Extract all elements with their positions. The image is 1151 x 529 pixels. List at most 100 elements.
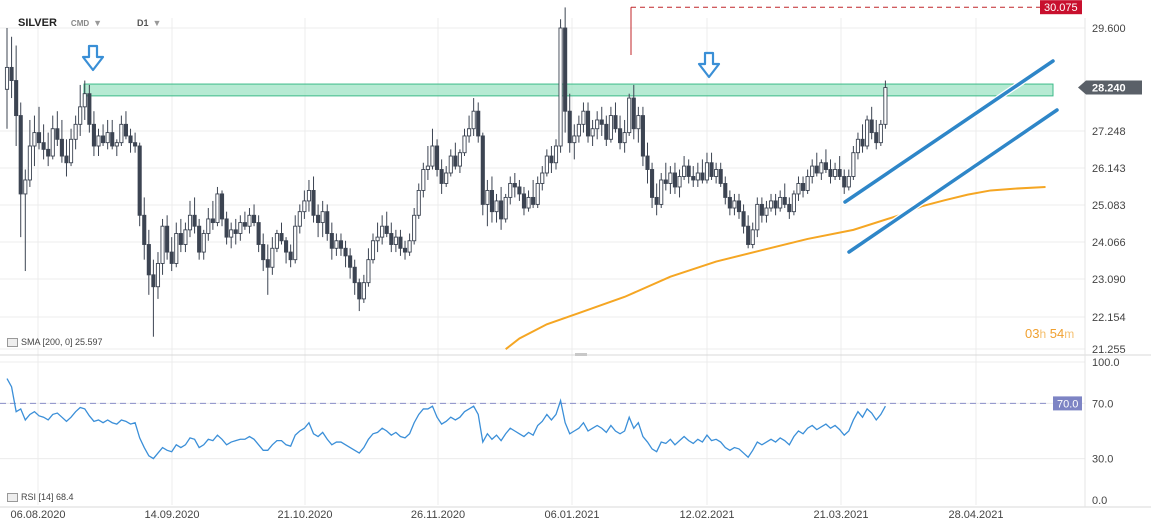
candle-body	[855, 138, 860, 154]
candle-body	[206, 218, 211, 234]
candle-body	[499, 200, 504, 220]
candle-body	[133, 142, 138, 147]
candle	[435, 139, 440, 177]
candle	[425, 146, 430, 180]
candle-body	[384, 225, 389, 234]
indicator-settings-icon[interactable]	[7, 337, 18, 347]
candle	[517, 179, 522, 201]
candles	[4, 7, 888, 337]
candle	[261, 233, 266, 272]
candle-body	[32, 132, 37, 147]
candle-body	[357, 282, 362, 300]
candle-body	[348, 255, 353, 268]
candle	[709, 152, 714, 180]
candle-body	[215, 193, 220, 224]
candle-body	[878, 123, 883, 144]
candle-body	[865, 119, 870, 147]
candle-body	[521, 193, 527, 209]
sma-line	[505, 185, 1046, 350]
candle	[618, 115, 623, 150]
candle	[627, 93, 632, 136]
candle	[320, 200, 325, 238]
candle-body	[96, 135, 101, 147]
candle-body	[494, 200, 499, 213]
candle-body	[425, 165, 430, 170]
candle	[691, 166, 696, 187]
candle-body	[389, 233, 394, 245]
candle	[819, 159, 824, 180]
candle-body	[265, 259, 270, 268]
candle-body	[590, 128, 595, 137]
candle	[855, 132, 860, 160]
down-arrow-icon	[81, 44, 105, 72]
candle-body	[631, 97, 636, 130]
candle-body	[114, 142, 119, 147]
symbol-dropdown-icon[interactable]: ▼	[93, 18, 103, 28]
candle	[18, 102, 23, 238]
candle-body	[759, 203, 764, 216]
candle	[87, 84, 92, 133]
candle-body	[219, 193, 225, 220]
candle	[348, 248, 353, 279]
candle-body	[581, 110, 586, 125]
candle-body	[645, 155, 650, 170]
candle	[613, 102, 618, 133]
interval-dropdown-icon[interactable]: ▼	[152, 18, 162, 28]
candle-body	[709, 162, 714, 177]
date-tick-label: 21.10.2020	[277, 509, 332, 521]
candle-body	[178, 233, 183, 245]
candle	[338, 233, 344, 256]
candle-body	[128, 135, 133, 144]
candle	[64, 139, 69, 177]
price-tick-label: 23.090	[1092, 274, 1126, 286]
candle	[604, 115, 609, 147]
candle	[732, 193, 737, 216]
candle-body	[238, 222, 243, 234]
candle-body	[448, 155, 453, 174]
rsi-indicator-label[interactable]: RSI [14] 68.4	[7, 492, 74, 502]
candle	[247, 208, 252, 234]
candle	[334, 233, 339, 256]
candle-body	[27, 145, 32, 181]
candle	[796, 176, 801, 201]
rsi-reference-tag	[1053, 396, 1082, 411]
candle	[704, 152, 710, 184]
indicator-settings-icon[interactable]	[7, 492, 18, 502]
candle-body	[247, 214, 252, 227]
candle-body	[741, 211, 746, 227]
candle-body	[183, 229, 188, 245]
candle-body	[370, 240, 376, 261]
candle-body	[608, 115, 613, 140]
candle	[105, 119, 110, 150]
candle-body	[810, 165, 815, 177]
candle	[160, 218, 165, 275]
candle-body	[444, 172, 449, 184]
candle	[508, 176, 513, 205]
candle	[41, 124, 46, 160]
candle-body	[659, 179, 664, 205]
candle-body	[489, 189, 495, 213]
candle-body	[814, 165, 819, 174]
candle	[718, 162, 723, 187]
candle	[544, 149, 549, 177]
candle-body	[50, 128, 55, 157]
candle	[494, 193, 499, 223]
candle	[833, 162, 838, 180]
sma-indicator-label[interactable]: SMA [200, 0] 25.597	[7, 337, 103, 347]
candle	[137, 142, 142, 227]
candle-body	[746, 225, 751, 245]
interval-selector[interactable]: D1 ▼	[137, 14, 161, 32]
candle-body	[306, 189, 312, 202]
candle	[686, 159, 691, 184]
symbol-selector[interactable]: SILVER CMD ▼	[18, 14, 102, 32]
candle-body	[402, 247, 408, 253]
candle	[265, 244, 270, 295]
candle-body	[640, 115, 645, 157]
candle-body	[828, 169, 833, 177]
candle	[398, 229, 403, 256]
candle	[736, 193, 742, 219]
countdown-hours: 03	[1025, 326, 1040, 341]
candle-body	[768, 200, 774, 209]
symbol-name: SILVER	[18, 17, 57, 29]
